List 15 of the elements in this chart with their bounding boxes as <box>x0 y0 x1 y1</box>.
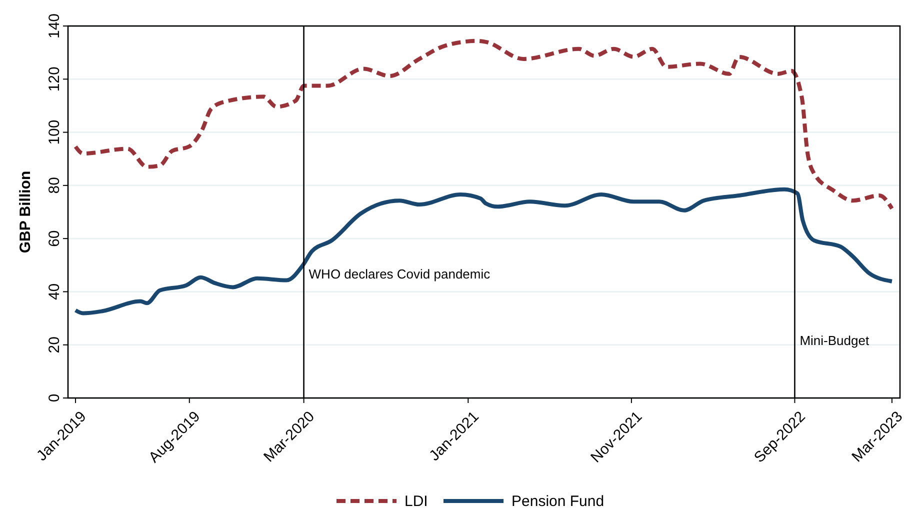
y-tick-label: 120 <box>46 66 63 92</box>
y-tick-label: 80 <box>46 177 63 194</box>
y-tick-label: 20 <box>46 336 63 354</box>
y-tick-label: 100 <box>46 120 63 145</box>
line-series <box>74 187 894 316</box>
y-tick-label: 140 <box>46 13 63 39</box>
legend-label: LDI <box>404 493 428 510</box>
y-tick-label: 60 <box>46 230 63 247</box>
y-tick-label: 40 <box>46 283 63 300</box>
y-tick-label: 0 <box>46 394 63 402</box>
line-series <box>74 38 894 211</box>
ref-line-label: Mini-Budget <box>800 332 870 348</box>
ref-line-label: WHO declares Covid pandemic <box>308 266 491 282</box>
legend-label: Pension Fund <box>512 493 604 510</box>
y-axis-title: GBP Billion <box>17 170 34 254</box>
